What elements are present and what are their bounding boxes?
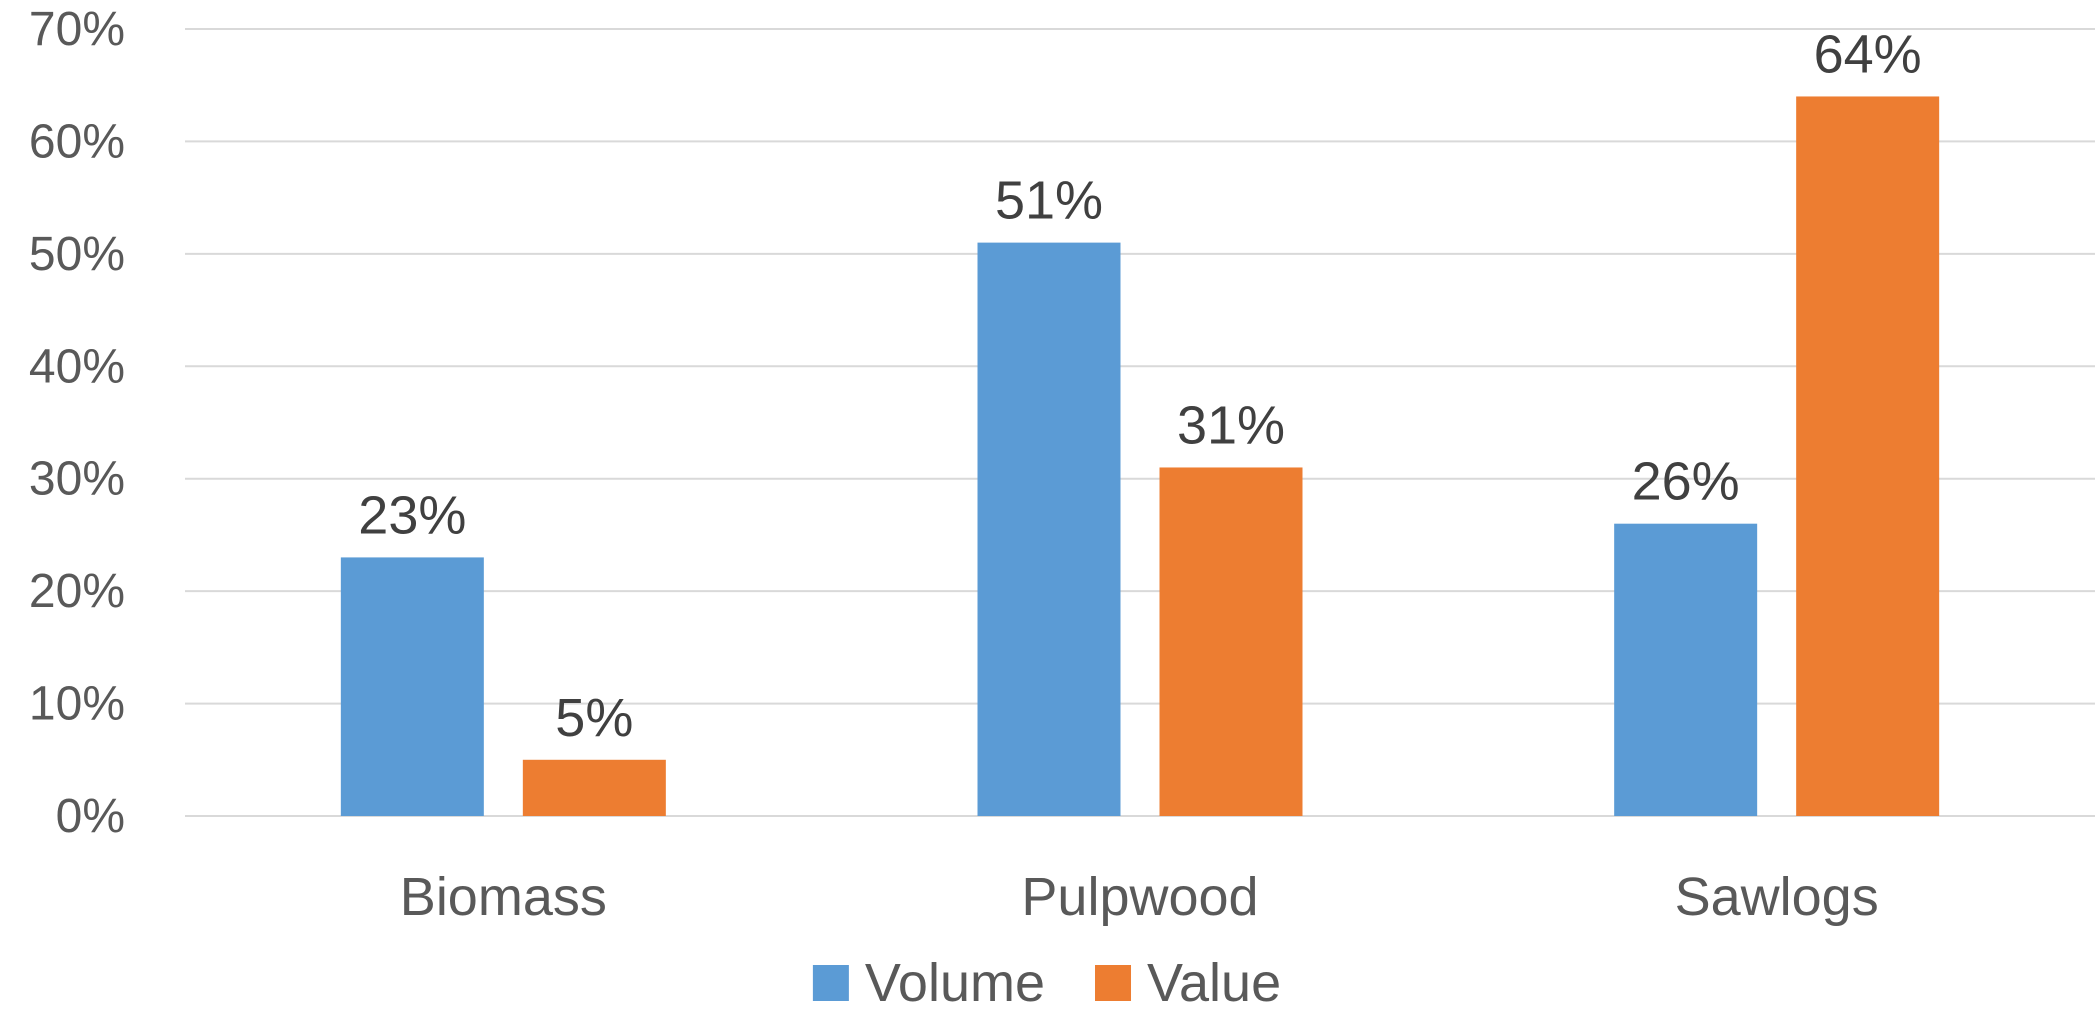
bar-volume-biomass bbox=[340, 557, 484, 816]
y-tick-label: 0% bbox=[56, 790, 125, 843]
data-labels: 23% 5% 51% 31% 26% 64% bbox=[358, 24, 1921, 747]
legend-swatch-value bbox=[1095, 965, 1132, 1001]
y-tick-label: 50% bbox=[29, 228, 125, 281]
data-label: 64% bbox=[1814, 24, 1922, 84]
legend-label: Value bbox=[1147, 953, 1281, 1013]
data-label: 23% bbox=[358, 485, 466, 545]
x-axis-tick-labels: Biomass Pulpwood Sawlogs bbox=[400, 867, 1879, 927]
x-tick-label: Pulpwood bbox=[1021, 867, 1258, 927]
legend: Volume Value bbox=[812, 953, 1281, 1013]
bar-volume-sawlogs bbox=[1614, 523, 1758, 816]
y-tick-label: 40% bbox=[29, 340, 125, 393]
y-tick-label: 30% bbox=[29, 453, 125, 506]
bar-value-pulpwood bbox=[1159, 467, 1303, 816]
bar-value-biomass bbox=[522, 759, 666, 816]
gridlines bbox=[185, 28, 2095, 817]
x-tick-label: Biomass bbox=[400, 867, 607, 927]
bar-volume-pulpwood bbox=[977, 242, 1121, 817]
data-label: 5% bbox=[555, 688, 633, 748]
x-tick-label: Sawlogs bbox=[1675, 867, 1879, 927]
y-tick-label: 10% bbox=[29, 678, 125, 731]
y-tick-label: 60% bbox=[29, 115, 125, 168]
legend-swatch-volume bbox=[812, 965, 849, 1001]
y-tick-label: 20% bbox=[29, 565, 125, 618]
data-label: 51% bbox=[995, 171, 1103, 231]
data-label: 26% bbox=[1632, 452, 1740, 512]
y-tick-label: 70% bbox=[29, 3, 125, 56]
data-label: 31% bbox=[1177, 395, 1285, 455]
legend-label: Volume bbox=[865, 953, 1045, 1013]
bar-value-sawlogs bbox=[1796, 96, 1940, 816]
bars bbox=[340, 96, 1940, 817]
y-axis-tick-labels: 0% 10% 20% 30% 40% 50% 60% 70% bbox=[29, 3, 125, 843]
